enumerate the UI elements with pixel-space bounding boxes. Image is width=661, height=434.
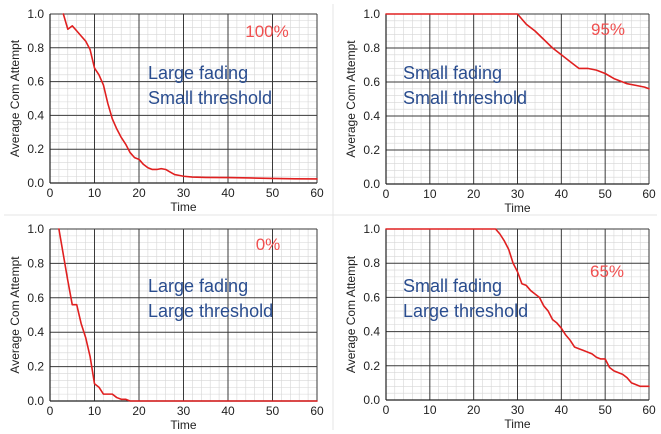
x-axis-label: Time: [504, 417, 531, 431]
x-tick-label: 40: [221, 186, 235, 200]
x-tick-label: 60: [310, 404, 324, 418]
x-tick-label: 10: [88, 404, 102, 418]
y-axis-label: Average Com Attempt: [8, 39, 22, 157]
x-tick-label: 20: [132, 404, 146, 418]
y-tick-label: 0.6: [363, 75, 380, 89]
annotation-line-2: Small threshold: [403, 88, 527, 108]
y-tick-label: 0.6: [363, 290, 380, 304]
annotation-line-1: Small fading: [403, 276, 502, 296]
y-tick-label: 0.6: [27, 291, 44, 305]
y-tick-label: 0.4: [27, 108, 44, 122]
x-tick-label: 20: [467, 187, 481, 201]
chart-panel-4: 0 10 20 30 40 50 60 0.0 0.2 0.4 0.6 0.8 1.0 Time Avera…: [344, 222, 656, 431]
series-line-1: [62, 13, 318, 180]
annotation-line-1: Large fading: [148, 276, 248, 296]
x-tick-label: 60: [310, 186, 324, 200]
series-line-1: [385, 228, 650, 388]
x-tick-label: 0: [47, 404, 54, 418]
x-tick-label: 30: [511, 187, 525, 201]
x-axis-label: Time: [170, 200, 197, 214]
y-tick-label: 0.0: [363, 177, 380, 191]
annotation-line-2: Large threshold: [148, 301, 273, 321]
x-tick-label: 30: [511, 403, 525, 417]
x-tick-label: 40: [221, 404, 235, 418]
y-tick-label: 0.6: [27, 75, 44, 89]
x-tick-label: 40: [555, 187, 569, 201]
x-tick-label: 10: [88, 186, 102, 200]
percent-label: 95%: [591, 20, 625, 39]
percent-label: 65%: [590, 262, 624, 281]
chart-panel-1: 0 10 20 30 40 50 60 0.0 0.2 0.4 0.6 0.8 1.0 Time Avera…: [8, 7, 324, 214]
x-tick-label: 20: [467, 403, 481, 417]
x-tick-label: 20: [132, 186, 146, 200]
y-axis-label: Average Com Attempt: [344, 40, 358, 158]
annotation-line-2: Large threshold: [403, 301, 528, 321]
x-tick-label: 10: [423, 187, 437, 201]
annotation-line-1: Small fading: [403, 63, 502, 83]
y-tick-label: 0.2: [27, 142, 44, 156]
y-tick-label: 0.8: [363, 256, 380, 270]
y-axis-label: Average Com Attempt: [344, 255, 358, 373]
y-tick-label: 1.0: [27, 222, 44, 236]
y-tick-label: 0.8: [27, 41, 44, 55]
y-tick-label: 0.0: [27, 176, 44, 190]
x-tick-label: 0: [47, 186, 54, 200]
annotation-line-1: Large fading: [148, 63, 248, 83]
series-line-1: [385, 13, 650, 90]
x-tick-label: 50: [266, 404, 280, 418]
y-tick-label: 1.0: [363, 7, 380, 21]
x-tick-label: 60: [642, 187, 656, 201]
x-tick-label: 50: [598, 403, 612, 417]
y-tick-label: 0.0: [363, 393, 380, 407]
x-tick-label: 0: [383, 403, 390, 417]
y-tick-label: 0.4: [27, 325, 44, 339]
y-tick-label: 0.4: [363, 109, 380, 123]
y-tick-label: 0.8: [27, 256, 44, 270]
x-tick-label: 30: [177, 404, 191, 418]
percent-label: 100%: [245, 22, 288, 41]
y-tick-label: 0.0: [27, 394, 44, 408]
chart-panel-3: 0 10 20 30 40 50 60 0.0 0.2 0.4 0.6 0.8 1.0 Time Avera…: [8, 222, 324, 432]
x-tick-label: 60: [642, 403, 656, 417]
y-tick-label: 0.2: [363, 359, 380, 373]
x-axis-label: Time: [504, 201, 531, 215]
chart-panel-2: 0 10 20 30 40 50 60 0.0 0.2 0.4 0.6 0.8 1.0 Time Avera…: [344, 7, 656, 215]
y-tick-label: 0.4: [363, 325, 380, 339]
percent-label: 0%: [256, 235, 281, 254]
x-tick-label: 10: [423, 403, 437, 417]
y-axis-label: Average Com Attempt: [8, 256, 22, 374]
y-tick-label: 0.2: [27, 360, 44, 374]
x-tick-label: 50: [598, 187, 612, 201]
x-tick-label: 0: [383, 187, 390, 201]
annotation-line-2: Small threshold: [148, 88, 272, 108]
y-tick-label: 0.2: [363, 143, 380, 157]
x-tick-label: 50: [266, 186, 280, 200]
x-axis-label: Time: [170, 418, 197, 432]
y-tick-label: 0.8: [363, 41, 380, 55]
y-tick-label: 1.0: [363, 222, 380, 236]
x-tick-label: 40: [555, 403, 569, 417]
y-tick-label: 1.0: [27, 7, 44, 21]
series-line-1: [58, 228, 318, 402]
x-tick-label: 30: [177, 186, 191, 200]
